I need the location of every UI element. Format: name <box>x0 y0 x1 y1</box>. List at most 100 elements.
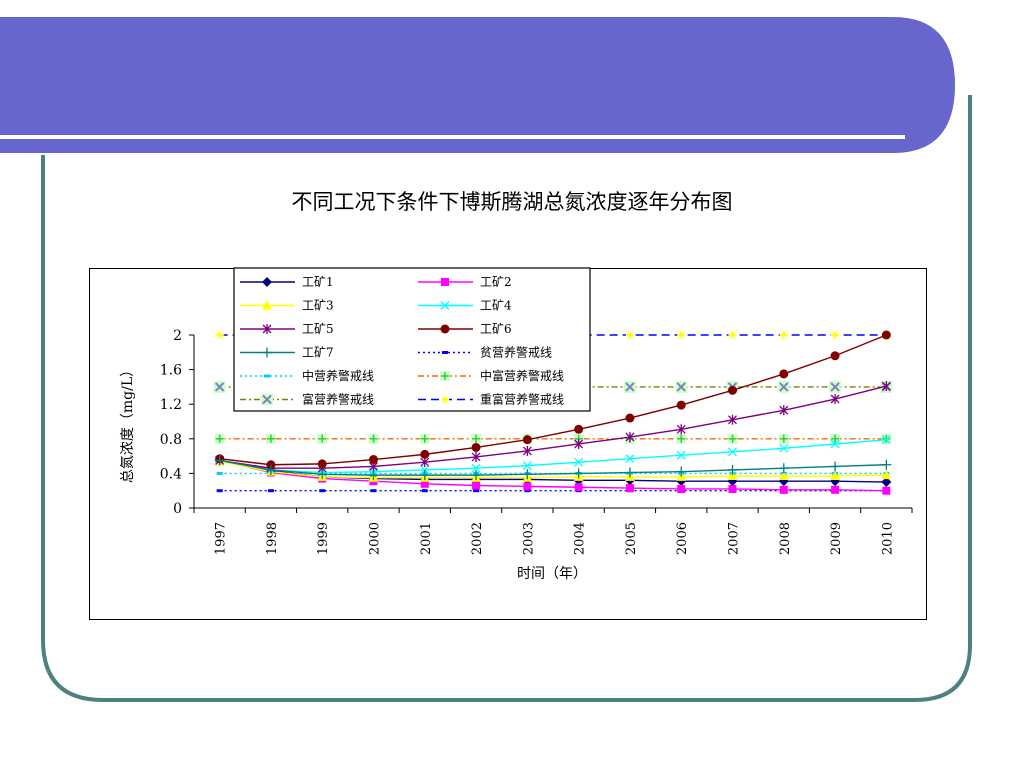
data-point <box>728 414 737 425</box>
x-tick-label: 2000 <box>368 522 383 555</box>
y-tick-label: 2 <box>173 328 182 344</box>
data-point <box>215 330 224 340</box>
data-point <box>676 433 687 444</box>
data-point <box>625 454 635 464</box>
legend-label: 重富营养警戒线 <box>480 392 564 407</box>
data-point <box>317 433 328 444</box>
series-4 <box>215 435 891 477</box>
y-tick-label: 1.6 <box>160 363 182 379</box>
data-point <box>727 470 738 480</box>
data-point <box>623 380 636 393</box>
data-point <box>522 469 533 480</box>
data-point <box>319 489 326 493</box>
data-point <box>881 330 891 340</box>
data-point <box>830 439 840 449</box>
y-tick-label: 0.4 <box>160 466 182 482</box>
legend-swatch-marker <box>441 394 449 405</box>
data-point <box>317 459 327 469</box>
legend-swatch-marker <box>262 347 272 358</box>
y-axis-label: 总氮浓度（mg/L） <box>120 363 136 483</box>
legend-label: 中富营养警戒线 <box>480 368 564 383</box>
x-tick-label: 1997 <box>214 522 229 555</box>
data-point <box>779 330 788 340</box>
legend-swatch-marker <box>262 324 272 334</box>
data-point <box>471 442 481 452</box>
legend-entry: 重富营养警戒线 <box>418 392 564 407</box>
data-point <box>420 479 429 488</box>
data-point <box>421 489 428 493</box>
data-point <box>419 433 430 444</box>
legend-box <box>233 267 591 412</box>
data-point <box>369 455 378 465</box>
data-point <box>728 330 737 340</box>
data-point <box>881 381 891 392</box>
data-point <box>881 470 892 480</box>
data-point <box>625 484 634 493</box>
data-point <box>368 433 379 444</box>
y-tick-label: 0 <box>173 501 182 517</box>
y-tick-label: 1.2 <box>160 397 182 413</box>
x-tick-label: 2008 <box>778 522 793 555</box>
data-point <box>882 486 891 495</box>
legend-label: 工矿5 <box>302 322 334 336</box>
series-line <box>219 334 887 466</box>
legend-label: 中营养警戒线 <box>302 368 374 383</box>
data-point <box>676 424 686 435</box>
x-tick-label: 1999 <box>316 522 331 555</box>
data-point <box>777 380 790 393</box>
data-point <box>419 470 430 481</box>
x-tick-label: 2007 <box>727 522 742 555</box>
x-tick-label: 2006 <box>675 522 690 555</box>
series-7 <box>214 455 892 481</box>
data-point <box>370 489 377 493</box>
data-point <box>524 489 531 493</box>
data-point <box>265 433 276 444</box>
slide-frame-border <box>41 95 972 702</box>
x-tick-label: 2003 <box>521 522 536 555</box>
data-point <box>473 489 480 493</box>
legend-swatch-marker <box>261 393 273 406</box>
legend-label: 工矿4 <box>480 299 512 313</box>
data-point <box>676 400 686 410</box>
data-point <box>574 438 584 449</box>
data-point <box>881 459 892 470</box>
data-point <box>830 394 840 405</box>
data-point <box>420 465 430 475</box>
data-point <box>830 461 841 472</box>
legend-entry: 贫营养警戒线 <box>418 345 552 360</box>
data-point <box>829 380 842 393</box>
legend-label: 工矿7 <box>302 346 334 360</box>
data-point <box>778 470 789 480</box>
legend-label: 贫营养警戒线 <box>480 345 552 360</box>
x-tick-label: 2010 <box>880 522 895 555</box>
data-point <box>778 463 789 474</box>
data-point <box>574 457 584 467</box>
data-point <box>778 433 789 444</box>
data-point <box>472 481 481 490</box>
x-tick-label: 2001 <box>419 522 434 555</box>
x-tick-label: 2004 <box>573 522 588 555</box>
legend-label: 工矿3 <box>302 299 334 313</box>
data-point <box>522 461 532 471</box>
data-point <box>830 351 840 361</box>
data-point <box>216 471 223 475</box>
data-point <box>213 380 226 393</box>
data-point <box>728 484 737 493</box>
data-point <box>267 489 274 493</box>
data-point <box>779 485 788 494</box>
legend-label: 工矿1 <box>302 275 334 289</box>
legend-entry: 中营养警戒线 <box>240 368 374 383</box>
legend-entry: 工矿1 <box>240 275 334 289</box>
y-tick-label: 0.8 <box>160 432 182 448</box>
series-10 <box>214 433 892 444</box>
data-point <box>779 405 789 416</box>
data-point <box>676 466 687 477</box>
x-tick-label: 1998 <box>265 522 280 555</box>
legend-entry: 工矿4 <box>418 299 512 313</box>
data-point <box>574 483 583 492</box>
x-tick-label: 2005 <box>624 522 639 555</box>
data-point <box>471 470 482 481</box>
legend-entry: 工矿7 <box>240 346 334 360</box>
series-line <box>219 459 887 492</box>
